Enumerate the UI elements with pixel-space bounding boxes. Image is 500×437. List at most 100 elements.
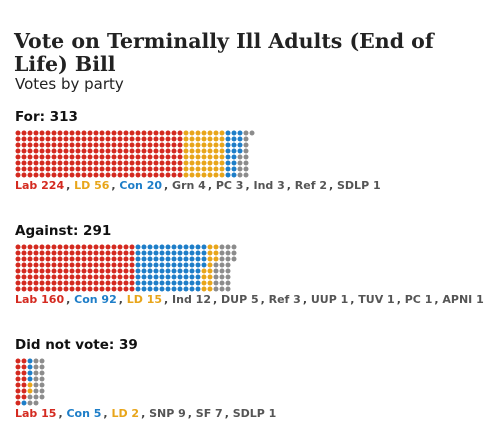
dot-lab bbox=[117, 268, 123, 274]
dot-lab bbox=[39, 256, 45, 262]
dot-ind bbox=[243, 148, 249, 154]
dot-lab bbox=[45, 274, 51, 280]
dot-con bbox=[171, 268, 177, 274]
dot-lab bbox=[153, 148, 159, 154]
dot-ld bbox=[207, 160, 213, 166]
dot-grn bbox=[237, 154, 243, 160]
dot-lab bbox=[15, 400, 21, 406]
dot-lab bbox=[15, 154, 21, 160]
dot-lab bbox=[21, 394, 27, 400]
dot-con bbox=[177, 286, 183, 292]
dot-ld bbox=[27, 382, 33, 388]
dot-lab bbox=[75, 130, 81, 136]
dot-lab bbox=[21, 148, 27, 154]
dot-lab bbox=[51, 166, 57, 172]
dot-lab bbox=[69, 250, 75, 256]
dot-con bbox=[135, 280, 141, 286]
dot-con bbox=[231, 160, 237, 166]
dot-lab bbox=[63, 160, 69, 166]
legend-separator: , bbox=[286, 179, 295, 192]
dot-con bbox=[171, 250, 177, 256]
dot-lab bbox=[81, 130, 87, 136]
dot-lab bbox=[27, 286, 33, 292]
dot-lab bbox=[93, 256, 99, 262]
dot-lab bbox=[135, 136, 141, 142]
dot-con bbox=[159, 280, 165, 286]
dot-lab bbox=[51, 244, 57, 250]
dot-lab bbox=[39, 250, 45, 256]
dot-con bbox=[231, 130, 237, 136]
dot-lab bbox=[111, 280, 117, 286]
dot-con bbox=[153, 268, 159, 274]
dot-con bbox=[153, 244, 159, 250]
dot-lab bbox=[171, 142, 177, 148]
dot-lab bbox=[81, 166, 87, 172]
dot-lab bbox=[93, 250, 99, 256]
dot-lab bbox=[171, 166, 177, 172]
dot-lab bbox=[159, 136, 165, 142]
dot-lab bbox=[57, 142, 63, 148]
dot-lab bbox=[27, 166, 33, 172]
dot-lab bbox=[117, 166, 123, 172]
dot-con bbox=[27, 370, 33, 376]
legend-separator: , bbox=[396, 293, 405, 306]
dot-lab bbox=[93, 148, 99, 154]
dot-lab bbox=[63, 250, 69, 256]
dot-lab bbox=[93, 244, 99, 250]
dot-lab bbox=[159, 148, 165, 154]
dot-lab bbox=[123, 256, 129, 262]
dot-lab bbox=[165, 148, 171, 154]
dot-lab bbox=[63, 274, 69, 280]
dot-lab bbox=[69, 256, 75, 262]
dot-sf bbox=[39, 376, 45, 382]
dot-ld bbox=[183, 136, 189, 142]
dot-lab bbox=[15, 244, 21, 250]
dot-lab bbox=[117, 244, 123, 250]
dot-pc bbox=[243, 130, 249, 136]
dot-lab bbox=[135, 148, 141, 154]
dot-lab bbox=[69, 130, 75, 136]
dot-ind bbox=[213, 274, 219, 280]
chart-subtitle: Votes by party bbox=[15, 75, 124, 93]
dot-lab bbox=[63, 244, 69, 250]
dot-dup bbox=[225, 256, 231, 262]
dot-lab bbox=[93, 274, 99, 280]
dot-lab bbox=[75, 142, 81, 148]
dot-lab bbox=[81, 268, 87, 274]
dot-lab bbox=[177, 166, 183, 172]
legend-item-ref: Ref 2 bbox=[294, 179, 327, 192]
dot-ld bbox=[201, 142, 207, 148]
legend-separator: , bbox=[111, 179, 120, 192]
dot-lab bbox=[57, 148, 63, 154]
legend-item-uup: UUP 1 bbox=[310, 293, 349, 306]
dot-lab bbox=[15, 286, 21, 292]
dot-lab bbox=[177, 160, 183, 166]
dot-lab bbox=[51, 160, 57, 166]
dot-ld bbox=[189, 172, 195, 178]
dot-lab bbox=[87, 250, 93, 256]
dot-con bbox=[177, 250, 183, 256]
legend-item-sf: SF 7 bbox=[195, 407, 223, 420]
dot-lab bbox=[45, 142, 51, 148]
dot-con bbox=[225, 136, 231, 142]
legend-item-con: Con 92 bbox=[74, 293, 117, 306]
dot-con bbox=[177, 280, 183, 286]
dot-lab bbox=[99, 274, 105, 280]
legend-item-lab: Lab 224 bbox=[15, 179, 65, 192]
dot-lab bbox=[33, 250, 39, 256]
dot-lab bbox=[105, 274, 111, 280]
dot-con bbox=[141, 280, 147, 286]
dot-ind bbox=[213, 280, 219, 286]
dot-lab bbox=[93, 136, 99, 142]
dot-lab bbox=[15, 394, 21, 400]
legend-item-pc: PC 1 bbox=[404, 293, 433, 306]
dot-lab bbox=[45, 130, 51, 136]
dot-lab bbox=[39, 262, 45, 268]
dot-con bbox=[231, 172, 237, 178]
dot-lab bbox=[99, 172, 105, 178]
dot-lab bbox=[159, 172, 165, 178]
dot-lab bbox=[123, 166, 129, 172]
dot-lab bbox=[27, 262, 33, 268]
dot-lab bbox=[51, 136, 57, 142]
dot-con bbox=[195, 286, 201, 292]
